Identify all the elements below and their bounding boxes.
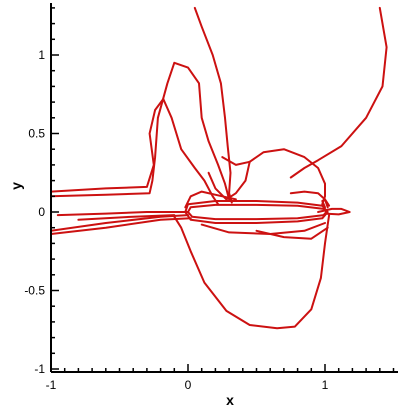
y-tick-label: -0.5 [24, 284, 45, 298]
contour-line-3 [51, 61, 231, 201]
x-tick-label: -1 [46, 378, 57, 392]
contour-line-6 [221, 156, 251, 166]
contour-line-1 [193, 6, 233, 204]
x-axis-title: x [226, 392, 234, 408]
contour-line-20 [321, 198, 331, 209]
y-axis-title: y [8, 182, 24, 190]
contour-line-10 [184, 200, 329, 224]
x-tick-label: 1 [322, 378, 329, 392]
y-tick-label: 0.5 [28, 127, 45, 141]
y-tick-label: -1 [34, 362, 45, 376]
x-tick-label: 0 [185, 378, 192, 392]
contour-lines [51, 6, 388, 330]
contour-line-18 [255, 226, 329, 240]
x-ticks: -1 0 1 [46, 364, 395, 392]
contour-line-16 [173, 214, 331, 330]
contour-line-4 [51, 98, 220, 206]
contour-line-15 [77, 214, 176, 221]
contour-line-8 [184, 190, 237, 209]
contour-line-12 [56, 211, 189, 217]
y-tick-label: 0 [38, 205, 45, 219]
contour-line-7 [207, 160, 251, 201]
y-tick-label: 1 [38, 48, 45, 62]
contour-line-2 [289, 6, 388, 179]
contour-line-19 [317, 207, 351, 216]
y-ticks: -1 -0.5 0 0.5 1 [24, 7, 59, 376]
contour-line-11 [187, 203, 328, 221]
contour-line-5 [248, 148, 326, 206]
